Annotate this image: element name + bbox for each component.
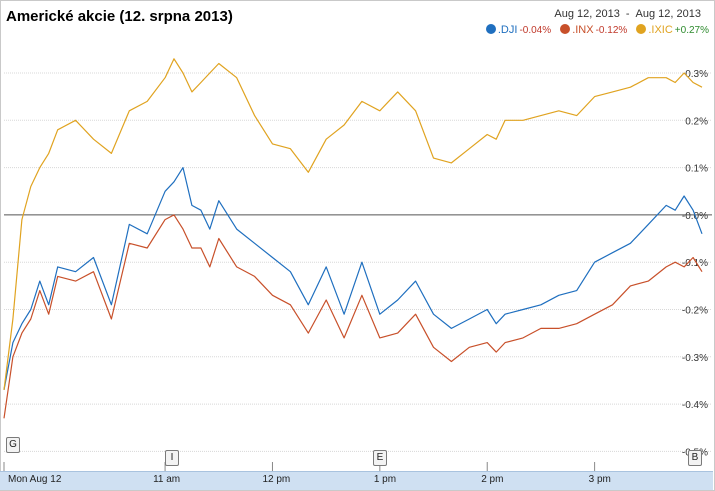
legend-dot-ixic bbox=[636, 24, 647, 34]
legend-change-inx: -0.12% bbox=[595, 25, 628, 36]
date-range-separator: - bbox=[625, 8, 630, 20]
y-tick-label: -0.3% bbox=[682, 353, 708, 364]
event-marker-b[interactable]: B bbox=[688, 450, 702, 466]
x-axis-bar bbox=[0, 471, 713, 490]
event-marker-g[interactable]: G bbox=[6, 437, 20, 453]
chart-legend: .DJI -0.04% .INX -0.12% .IXIC +0.27% bbox=[480, 24, 709, 36]
date-range-start: Aug 12, 2013 bbox=[554, 8, 620, 20]
x-tick-label: 1 pm bbox=[373, 474, 397, 485]
chart-title: Americké akcie (12. srpna 2013) bbox=[6, 8, 233, 25]
y-tick-label: -0.4% bbox=[682, 400, 708, 411]
y-tick-label: -0.2% bbox=[682, 306, 708, 317]
x-tick-label: 11 am bbox=[153, 474, 181, 485]
series-line-inx bbox=[3, 214, 703, 419]
series-line-ixic bbox=[3, 58, 703, 390]
event-marker-e[interactable]: E bbox=[373, 450, 387, 466]
legend-dot-dji bbox=[485, 24, 496, 34]
legend-name-ixic: .IXIC bbox=[648, 24, 673, 36]
y-tick-label: 0.3% bbox=[685, 69, 708, 80]
legend-name-dji: .DJI bbox=[497, 24, 518, 36]
x-tick-label: 12 pm bbox=[262, 474, 291, 485]
y-tick-label: 0.2% bbox=[685, 116, 708, 127]
x-tick-label: 3 pm bbox=[588, 474, 611, 485]
y-tick-label: -0.1% bbox=[682, 258, 708, 269]
x-tick-label: 2 pm bbox=[481, 474, 504, 485]
series-line-dji bbox=[3, 167, 703, 391]
legend-name-inx: .INX bbox=[572, 24, 594, 36]
legend-change-ixic: +0.27% bbox=[674, 25, 709, 36]
legend-item-dji[interactable]: .DJI -0.04% bbox=[485, 24, 554, 36]
legend-dot-inx bbox=[560, 24, 571, 34]
legend-change-dji: -0.04% bbox=[519, 25, 552, 36]
legend-item-ixic[interactable]: .IXIC +0.27% bbox=[636, 24, 709, 36]
x-tick-label: Mon Aug 12 bbox=[8, 474, 62, 485]
y-tick-label: 0.1% bbox=[685, 164, 708, 175]
date-range-end: Aug 12, 2013 bbox=[635, 8, 701, 20]
event-marker-i[interactable]: I bbox=[165, 450, 179, 466]
date-range: Aug 12, 2013- Aug 12, 2013 bbox=[554, 8, 701, 20]
legend-item-inx[interactable]: .INX -0.12% bbox=[560, 24, 630, 36]
